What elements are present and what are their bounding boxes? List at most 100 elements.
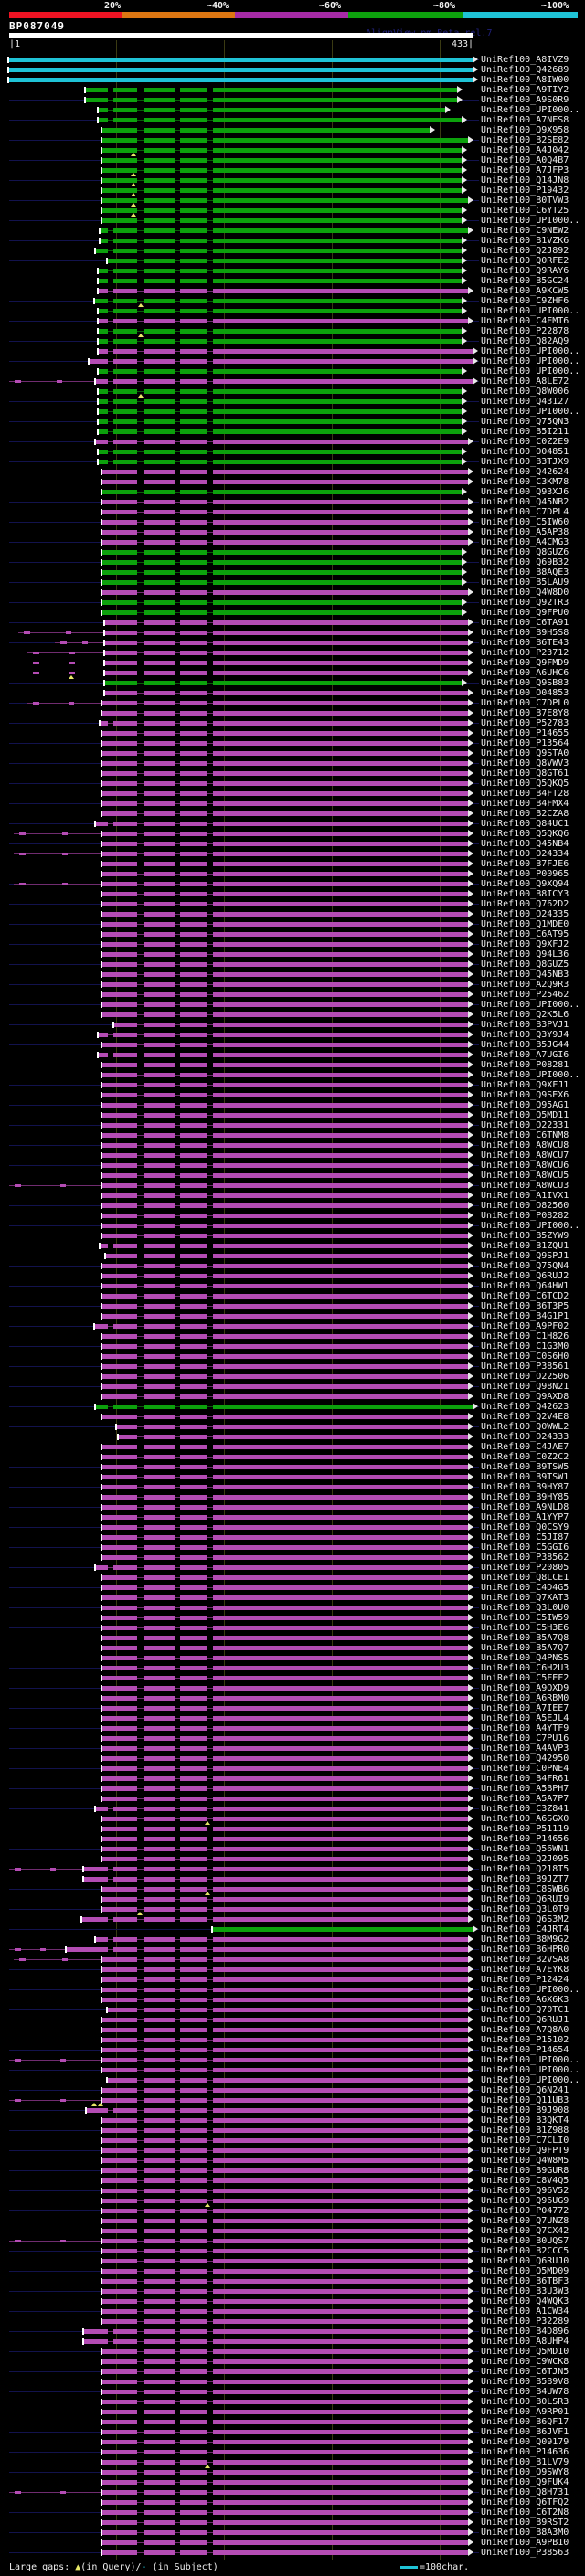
- hit-label[interactable]: UniRef100_A5AP38: [481, 527, 569, 537]
- hit-label[interactable]: UniRef100_O22506: [481, 1372, 569, 1382]
- hit-bar[interactable]: [102, 1123, 468, 1128]
- hit-bar[interactable]: [108, 2078, 468, 2083]
- hit-bar[interactable]: [102, 2269, 468, 2274]
- hit-row[interactable]: UniRef100_B4D896: [0, 2327, 585, 2337]
- hit-bar[interactable]: [101, 1244, 468, 1248]
- hit-row[interactable]: UniRef100_Q75QN3: [0, 417, 585, 427]
- hit-bar[interactable]: [102, 158, 462, 163]
- hit-row[interactable]: UniRef100_C5GGI6: [0, 1542, 585, 1553]
- hit-label[interactable]: UniRef100_A0Q4B7: [481, 155, 569, 165]
- hit-row[interactable]: UniRef100_A9TIY2: [0, 85, 585, 95]
- hit-bar[interactable]: [102, 1656, 468, 1660]
- hit-label[interactable]: UniRef100_A6UHC6: [481, 668, 569, 678]
- hit-label[interactable]: UniRef100_A5BPH7: [481, 1784, 569, 1794]
- hit-label[interactable]: UniRef100_B4FR61: [481, 1774, 569, 1784]
- hit-bar[interactable]: [101, 721, 468, 726]
- hit-row[interactable]: UniRef100_B5B9V8: [0, 2377, 585, 2387]
- hit-bar[interactable]: [96, 1807, 468, 1811]
- hit-label[interactable]: UniRef100_P14654: [481, 2045, 569, 2055]
- hit-row[interactable]: UniRef100_Q9RAY6: [0, 266, 585, 276]
- hit-bar[interactable]: [102, 1294, 468, 1299]
- hit-label[interactable]: UniRef100_P25462: [481, 990, 569, 1000]
- hit-row[interactable]: UniRef100_UPI000..: [0, 407, 585, 417]
- hit-row[interactable]: UniRef100_Q9X958: [0, 125, 585, 135]
- hit-row[interactable]: UniRef100_P00965: [0, 869, 585, 879]
- hit-row[interactable]: UniRef100_Q3Y9J4: [0, 1030, 585, 1040]
- hit-row[interactable]: UniRef100_B8AQE3: [0, 567, 585, 578]
- hit-row[interactable]: UniRef100_O24335: [0, 909, 585, 919]
- hit-label[interactable]: UniRef100_B1LV79: [481, 2457, 569, 2467]
- hit-row[interactable]: UniRef100_Q6S3M2: [0, 1914, 585, 1924]
- hit-row[interactable]: UniRef100_C4JRT4: [0, 1924, 585, 1935]
- hit-bar[interactable]: [99, 309, 462, 313]
- hit-bar[interactable]: [102, 1153, 468, 1158]
- hit-bar[interactable]: [99, 339, 462, 344]
- hit-bar[interactable]: [102, 1103, 468, 1108]
- hit-label[interactable]: UniRef100_Q9FPT9: [481, 2146, 569, 2156]
- hit-row[interactable]: UniRef100_C6YT25: [0, 206, 585, 217]
- hit-bar[interactable]: [102, 751, 468, 756]
- hit-label[interactable]: UniRef100_B6TBF3: [481, 2276, 569, 2286]
- hit-row[interactable]: UniRef100_Q5MD09: [0, 2266, 585, 2276]
- hit-bar[interactable]: [102, 711, 468, 716]
- hit-row[interactable]: UniRef100_A0Q4B7: [0, 155, 585, 165]
- hit-bar[interactable]: [99, 369, 462, 374]
- hit-label[interactable]: UniRef100_Q9SPJ1: [481, 1251, 569, 1261]
- hit-bar[interactable]: [102, 2550, 468, 2555]
- hit-bar[interactable]: [102, 731, 468, 736]
- hit-bar[interactable]: [99, 1033, 468, 1037]
- hit-label[interactable]: UniRef100_B9TSW1: [481, 1472, 569, 1482]
- hit-bar[interactable]: [99, 460, 462, 464]
- hit-bar[interactable]: [102, 2490, 468, 2495]
- hit-bar[interactable]: [102, 2279, 468, 2284]
- hit-bar[interactable]: [105, 661, 468, 665]
- hit-label[interactable]: UniRef100_P13564: [481, 738, 569, 748]
- hit-bar[interactable]: [102, 992, 468, 997]
- hit-label[interactable]: UniRef100_UPI000..: [481, 1070, 580, 1080]
- hit-row[interactable]: UniRef100_P38563: [0, 2548, 585, 2558]
- hit-row[interactable]: UniRef100_UPI000..: [0, 105, 585, 115]
- hit-row[interactable]: UniRef100_Q96UG9: [0, 2196, 585, 2207]
- hit-bar[interactable]: [102, 208, 462, 213]
- hit-bar[interactable]: [102, 962, 468, 967]
- hit-label[interactable]: UniRef100_Q42623: [481, 1402, 569, 1412]
- hit-label[interactable]: UniRef100_B4FT28: [481, 789, 569, 799]
- hit-bar[interactable]: [102, 701, 468, 705]
- hit-bar[interactable]: [102, 902, 468, 906]
- hit-row[interactable]: UniRef100_C4EMT6: [0, 316, 585, 326]
- hit-bar[interactable]: [102, 1515, 468, 1520]
- hit-row[interactable]: UniRef100_C7PU16: [0, 1733, 585, 1744]
- hit-label[interactable]: UniRef100_Q3L0U0: [481, 1603, 569, 1613]
- hit-label[interactable]: UniRef100_Q96UG9: [481, 2196, 569, 2206]
- hit-row[interactable]: UniRef100_B6TE43: [0, 638, 585, 648]
- hit-row[interactable]: UniRef100_P20805: [0, 1563, 585, 1573]
- hit-bar[interactable]: [102, 1394, 468, 1399]
- hit-row[interactable]: UniRef100_UPI000..: [0, 2055, 585, 2065]
- hit-label[interactable]: UniRef100_Q42689: [481, 65, 569, 75]
- hit-label[interactable]: UniRef100_Q4PNS5: [481, 1653, 569, 1663]
- hit-label[interactable]: UniRef100_B8ICY3: [481, 889, 569, 899]
- hit-row[interactable]: UniRef100_C5FEF2: [0, 1673, 585, 1683]
- hit-row[interactable]: UniRef100_Q6RUJ1: [0, 2015, 585, 2025]
- hit-bar[interactable]: [102, 2309, 468, 2314]
- hit-bar[interactable]: [102, 2138, 468, 2143]
- hit-label[interactable]: UniRef100_C6TNM8: [481, 1130, 569, 1140]
- hit-label[interactable]: UniRef100_B5A7Q8: [481, 1633, 569, 1643]
- hit-label[interactable]: UniRef100_Q8W006: [481, 387, 569, 397]
- hit-row[interactable]: UniRef100_P51119: [0, 1824, 585, 1834]
- hit-row[interactable]: UniRef100_Q2J892: [0, 246, 585, 256]
- hit-row[interactable]: UniRef100_A4YTF9: [0, 1723, 585, 1733]
- hit-row[interactable]: UniRef100_P23712: [0, 648, 585, 658]
- hit-row[interactable]: UniRef100_B9HY87: [0, 1482, 585, 1492]
- hit-row[interactable]: UniRef100_B9H5S8: [0, 628, 585, 638]
- hit-row[interactable]: UniRef100_P08282: [0, 1211, 585, 1221]
- hit-row[interactable]: UniRef100_P04772: [0, 2206, 585, 2216]
- hit-row[interactable]: UniRef100_Q14JN8: [0, 175, 585, 186]
- hit-bar[interactable]: [99, 419, 462, 424]
- hit-row[interactable]: UniRef100_O82560: [0, 1201, 585, 1211]
- hit-bar[interactable]: [102, 2068, 468, 2072]
- hit-bar[interactable]: [102, 198, 468, 203]
- hit-label[interactable]: UniRef100_Q69B32: [481, 557, 569, 567]
- hit-row[interactable]: UniRef100_Q9SEX6: [0, 1090, 585, 1100]
- hit-bar[interactable]: [102, 1183, 468, 1188]
